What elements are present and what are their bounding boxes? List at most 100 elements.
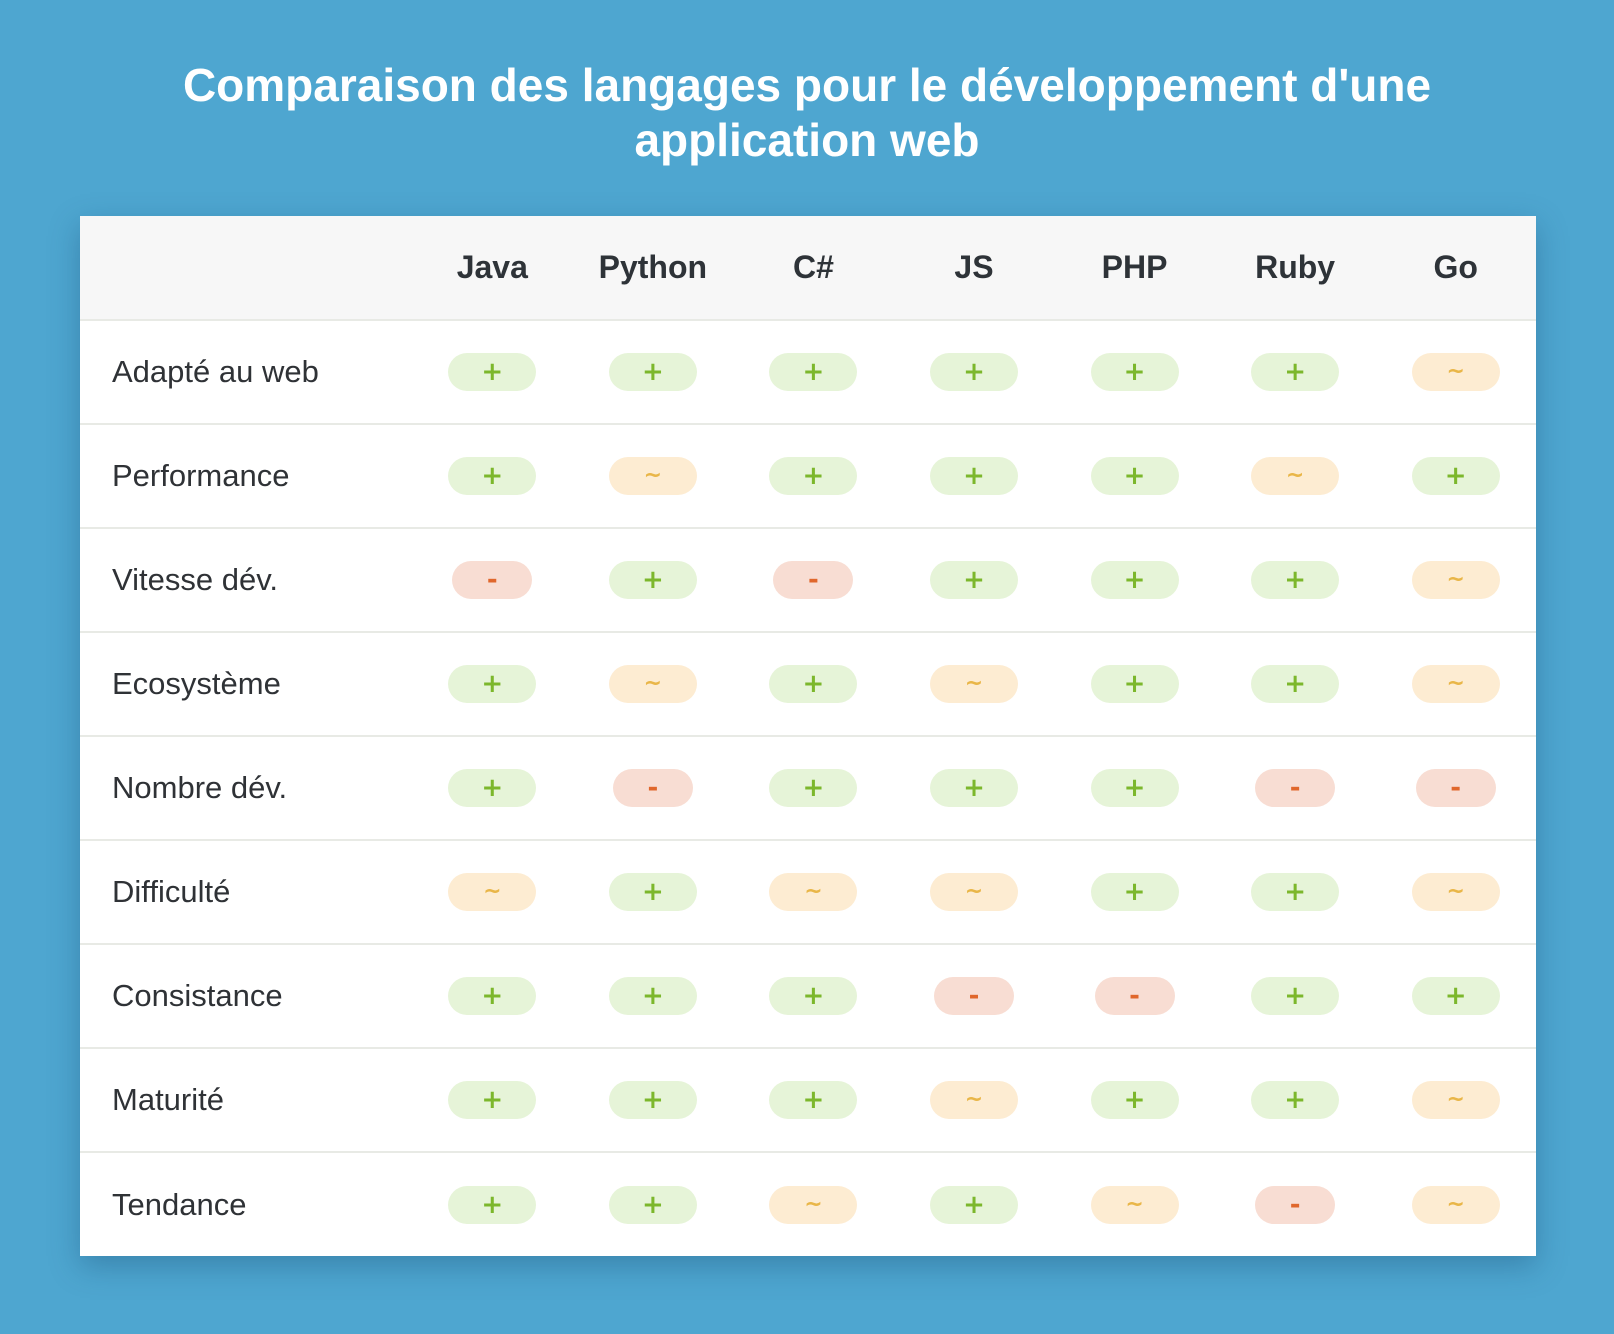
rating-cell: ~ [1215, 424, 1376, 528]
rating-badge-positive: + [929, 457, 1018, 495]
rating-badge-negative: - [1094, 977, 1175, 1015]
rating-badge-neutral: ~ [608, 457, 697, 495]
rating-cell: ~ [573, 632, 734, 736]
rating-cell: ~ [733, 840, 894, 944]
rating-badge-positive: + [1090, 561, 1179, 599]
rating-badge-positive: + [929, 769, 1018, 807]
rating-cell: + [1054, 1048, 1215, 1152]
rating-badge-positive: + [1090, 457, 1179, 495]
column-header-php: PHP [1101, 249, 1168, 285]
rating-badge-neutral: ~ [769, 873, 858, 911]
rating-cell: + [1054, 736, 1215, 840]
rating-badge-positive: + [608, 353, 697, 391]
table-header-row: Java Python C# JS PHP Ruby Go [80, 216, 1536, 320]
rating-cell: + [573, 944, 734, 1048]
rating-cell: ~ [894, 632, 1055, 736]
rating-badge-negative: - [612, 769, 693, 807]
rating-cell: ~ [1375, 528, 1536, 632]
rating-cell: ~ [573, 424, 734, 528]
rating-cell: - [1054, 944, 1215, 1048]
rating-badge-positive: + [1090, 353, 1179, 391]
rating-cell: + [412, 424, 573, 528]
rating-badge-positive: + [1090, 1081, 1179, 1119]
rating-cell: ~ [1375, 320, 1536, 424]
row-label: Consistance [112, 978, 283, 1013]
table-row: Consistance + + + - - + + [80, 944, 1536, 1048]
row-label: Nombre dév. [112, 770, 288, 805]
rating-badge-positive: + [1411, 977, 1500, 1015]
row-label: Performance [112, 458, 290, 493]
rating-cell: + [1375, 424, 1536, 528]
rating-badge-positive: + [448, 1081, 537, 1119]
rating-badge-positive: + [1251, 561, 1340, 599]
rating-cell: + [412, 944, 573, 1048]
rating-cell: + [573, 320, 734, 424]
rating-cell: + [573, 528, 734, 632]
rating-cell: + [733, 424, 894, 528]
rating-cell: - [1215, 1152, 1376, 1256]
rating-cell: ~ [1375, 840, 1536, 944]
rating-cell: ~ [1375, 632, 1536, 736]
comparison-table: Java Python C# JS PHP Ruby Go Adapté au … [80, 216, 1536, 1256]
rating-badge-positive: + [448, 665, 537, 703]
rating-badge-neutral: ~ [1411, 1081, 1500, 1119]
column-header-java: Java [456, 249, 528, 285]
rating-badge-positive: + [769, 457, 858, 495]
rating-badge-positive: + [608, 1081, 697, 1119]
rating-cell: + [573, 1048, 734, 1152]
rating-badge-positive: + [608, 1185, 697, 1224]
rating-badge-negative: - [773, 561, 854, 599]
row-label: Vitesse dév. [112, 562, 279, 597]
rating-badge-neutral: ~ [1411, 561, 1500, 599]
rating-cell: + [1215, 320, 1376, 424]
rating-badge-positive: + [769, 1081, 858, 1119]
rating-badge-negative: - [452, 561, 533, 599]
rating-cell: ~ [894, 1048, 1055, 1152]
rating-cell: - [412, 528, 573, 632]
row-label: Maturité [112, 1082, 224, 1117]
rating-cell: + [1215, 1048, 1376, 1152]
rating-badge-positive: + [1251, 873, 1340, 911]
rating-badge-positive: + [608, 873, 697, 911]
rating-cell: ~ [1375, 1152, 1536, 1256]
column-header-csharp: C# [792, 249, 834, 285]
table-row: Tendance + + ~ + ~ - ~ [80, 1152, 1536, 1256]
rating-badge-positive: + [1090, 665, 1179, 703]
rating-badge-positive: + [1090, 769, 1179, 807]
rating-cell: + [733, 736, 894, 840]
rating-cell: + [412, 320, 573, 424]
rating-cell: ~ [1054, 1152, 1215, 1256]
rating-badge-negative: - [1255, 769, 1336, 807]
rating-cell: ~ [894, 840, 1055, 944]
rating-cell: + [1054, 320, 1215, 424]
rating-badge-positive: + [1251, 353, 1340, 391]
column-header-go: Go [1433, 249, 1478, 285]
rating-badge-positive: + [448, 769, 537, 807]
rating-badge-neutral: ~ [929, 1081, 1018, 1119]
rating-badge-neutral: ~ [1251, 457, 1340, 495]
rating-cell: + [894, 1152, 1055, 1256]
rating-badge-positive: + [929, 1185, 1018, 1224]
rating-cell: ~ [412, 840, 573, 944]
rating-cell: + [412, 1152, 573, 1256]
table-row: Adapté au web + + + + + + ~ [80, 320, 1536, 424]
column-header-ruby: Ruby [1255, 249, 1336, 285]
rating-badge-neutral: ~ [1411, 353, 1500, 391]
rating-badge-negative: - [1415, 769, 1496, 807]
rating-badge-positive: + [769, 977, 858, 1015]
rating-cell: + [1375, 944, 1536, 1048]
rating-cell: + [1215, 528, 1376, 632]
rating-badge-positive: + [769, 769, 858, 807]
rating-badge-positive: + [448, 977, 537, 1015]
rating-cell: - [733, 528, 894, 632]
rating-cell: + [412, 736, 573, 840]
rating-badge-positive: + [1251, 977, 1340, 1015]
table-row: Vitesse dév. - + - + + + ~ [80, 528, 1536, 632]
rating-badge-neutral: ~ [929, 873, 1018, 911]
rating-cell: + [894, 736, 1055, 840]
rating-badge-positive: + [769, 665, 858, 703]
page-title: Comparaison des langages pour le dévelop… [182, 59, 1432, 166]
rating-cell: + [894, 424, 1055, 528]
rating-cell: + [573, 840, 734, 944]
table-row: Performance + ~ + + + ~ + [80, 424, 1536, 528]
